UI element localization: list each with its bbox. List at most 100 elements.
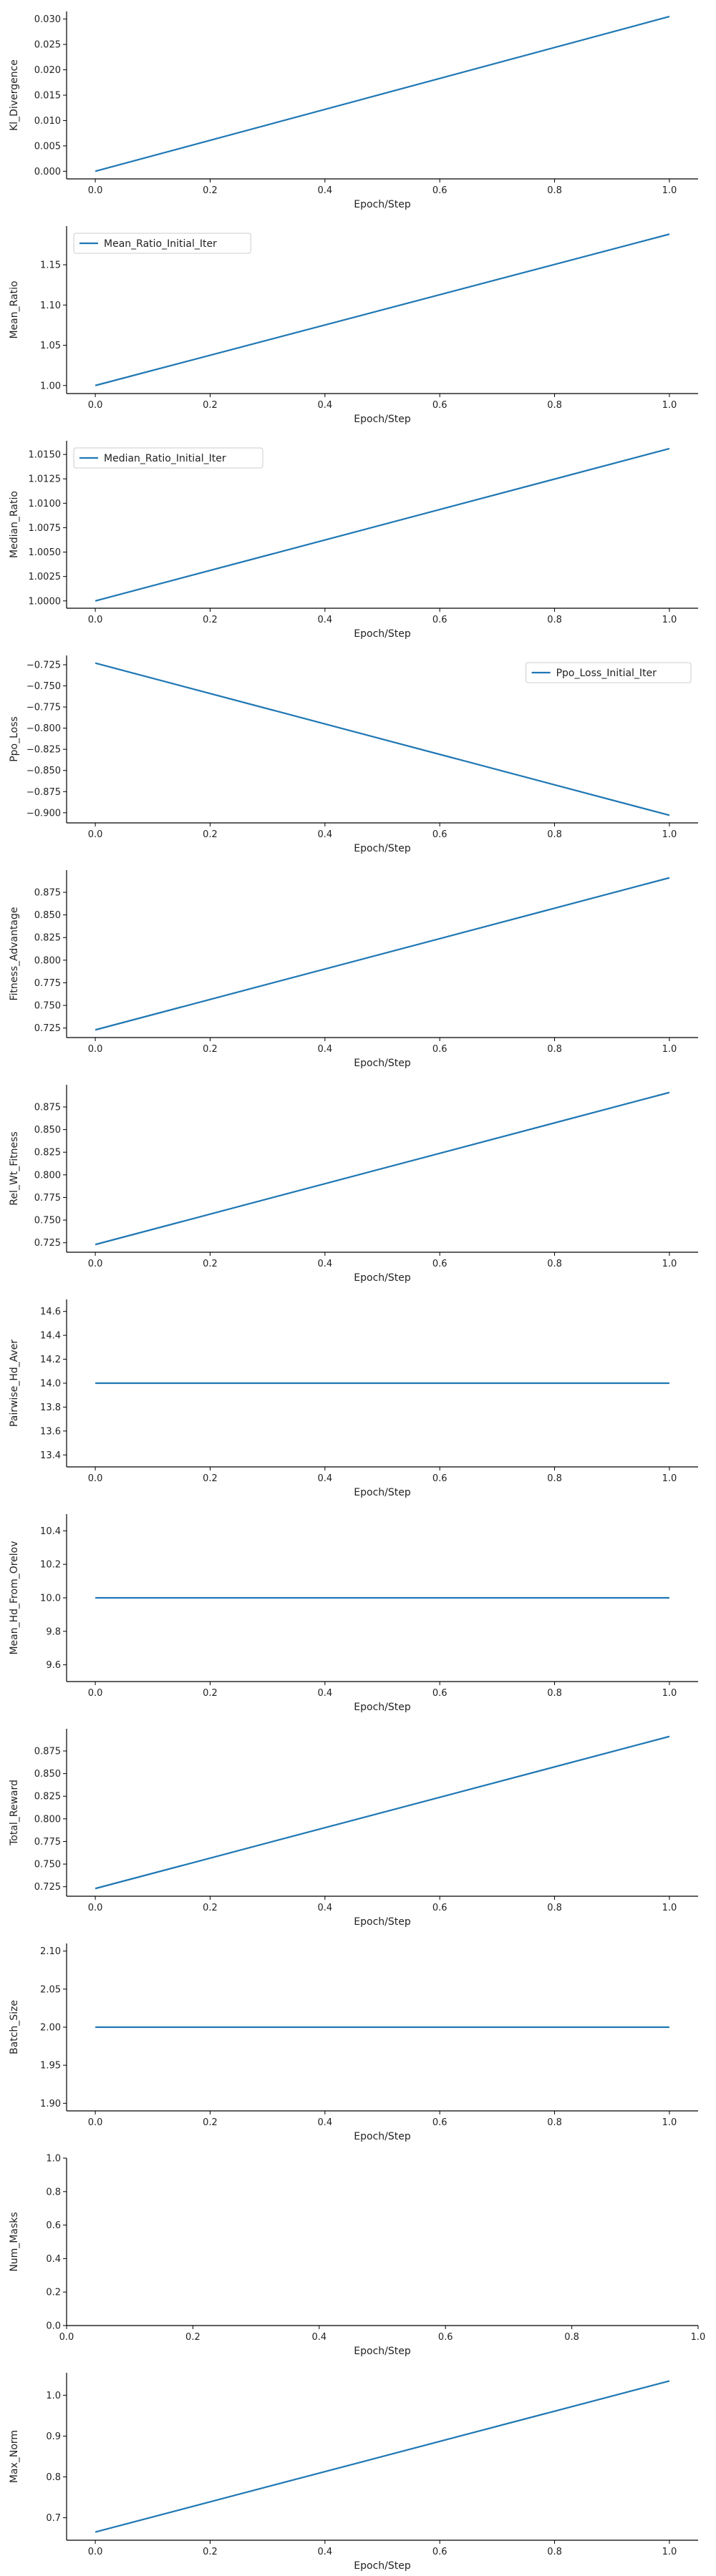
x-axis-label: Epoch/Step <box>354 1916 411 1928</box>
x-tick-label: 0.4 <box>317 2547 332 2557</box>
y-tick-label: 0.800 <box>34 1814 61 1825</box>
y-tick-label: −0.900 <box>26 808 61 819</box>
x-tick-label: 0.2 <box>203 1473 218 1484</box>
x-tick-label: 0.6 <box>432 1473 448 1484</box>
y-tick-label: 0.800 <box>34 1170 61 1181</box>
legend-box <box>73 233 251 254</box>
series-line <box>95 662 670 816</box>
legend-label: Ppo_Loss_Initial_Iter <box>556 668 657 679</box>
y-tick-label: −0.825 <box>26 745 61 756</box>
y-tick-label: 0.030 <box>34 14 61 25</box>
x-tick-label: 0.6 <box>432 185 448 196</box>
x-axis-label: Epoch/Step <box>354 414 411 425</box>
y-axis-label: Batch_Size <box>9 2000 20 2054</box>
x-tick-label: 1.0 <box>662 1903 677 1913</box>
chart-panel: 0.0 0.2 0.4 0.6 0.8 1.0 9.6 9.8 10.0 10.2 10.4 Epoc… <box>9 1514 698 1713</box>
x-tick-label: 1.0 <box>662 2117 677 2128</box>
y-tick-label: −0.725 <box>26 660 61 671</box>
legend: Median_Ratio_Initial_Iter <box>73 447 263 469</box>
x-tick-label: 0.4 <box>317 400 332 411</box>
chart-panel: 0.0 0.2 0.4 0.6 0.8 1.0 0.7 0.8 0.9 1.0 Epoch/Step… <box>9 2373 698 2572</box>
chart-panel: 0.0 0.2 0.4 0.6 0.8 1.0 1.00 1.05 1.10 1.15 Epoch/… <box>9 226 698 425</box>
x-tick-label: 0.0 <box>88 2547 103 2557</box>
x-tick-label: 0.0 <box>88 615 103 625</box>
x-tick-label: 0.8 <box>547 1688 562 1699</box>
x-tick-label: 0.2 <box>203 185 218 196</box>
x-axis-label: Epoch/Step <box>354 2346 411 2357</box>
y-tick-label: 2.10 <box>40 1946 61 1957</box>
series-line <box>95 1091 670 1246</box>
x-tick-label: 0.6 <box>432 1903 448 1913</box>
y-tick-label: 0.775 <box>34 1193 61 1204</box>
chart-panel: 0.0 0.2 0.4 0.6 0.8 1.0 0.725 0.750 0.775 0.800 0.… <box>9 1729 698 1928</box>
y-axis-label: Rel_Wt_Fitness <box>9 1131 20 1205</box>
y-tick-label: 0.825 <box>34 933 61 944</box>
y-tick-label: 0.850 <box>34 1769 61 1780</box>
x-tick-label: 0.2 <box>203 1903 218 1913</box>
x-tick-label: 0.4 <box>311 2332 326 2343</box>
series-line <box>95 1735 670 1890</box>
x-tick-label: 0.8 <box>547 1473 562 1484</box>
y-tick-label: 0.775 <box>34 1837 61 1848</box>
y-tick-label: −0.850 <box>26 766 61 776</box>
y-tick-label: 0.825 <box>34 1792 61 1802</box>
y-tick-label: 1.0050 <box>29 547 62 558</box>
y-axis-label: Ppo_Loss <box>9 716 20 762</box>
x-tick-label: 0.6 <box>432 1044 448 1055</box>
x-tick-label: 0.2 <box>203 615 218 625</box>
y-tick-label: 0.010 <box>34 116 61 127</box>
y-tick-label: 0.875 <box>34 1746 61 1757</box>
x-tick-label: 0.0 <box>88 1473 103 1484</box>
y-tick-label: 9.8 <box>46 1626 61 1637</box>
x-tick-label: 0.4 <box>317 615 332 625</box>
y-axis-label: Mean_Ratio <box>9 280 20 338</box>
x-tick-label: 0.0 <box>59 2332 74 2343</box>
y-tick-label: 10.2 <box>40 1560 61 1571</box>
series-line <box>95 16 670 172</box>
x-tick-label: 1.0 <box>662 615 677 625</box>
x-tick-label: 0.0 <box>88 2117 103 2128</box>
x-tick-label: 0.8 <box>547 2547 562 2557</box>
series-line <box>95 233 670 386</box>
y-tick-label: 0.875 <box>34 1102 61 1113</box>
x-tick-label: 0.2 <box>203 400 218 411</box>
y-tick-label: 1.0000 <box>29 596 62 607</box>
y-axis-label: Max_Norm <box>9 2430 20 2483</box>
x-tick-label: 1.0 <box>662 829 677 840</box>
x-tick-label: 0.8 <box>547 2117 562 2128</box>
x-tick-label: 0.2 <box>203 1259 218 1269</box>
x-tick-label: 0.0 <box>88 1259 103 1269</box>
y-axis-label: Median_Ratio <box>9 491 20 558</box>
y-tick-label: 1.95 <box>40 2061 61 2072</box>
chart-panel: 0.0 0.2 0.4 0.6 0.8 1.0 0.0 0.2 0.4 0.6 0.8 1.0 Epoc… <box>9 2154 705 2358</box>
x-tick-label: 0.2 <box>203 2547 218 2557</box>
y-tick-label: 13.6 <box>40 1426 61 1437</box>
x-tick-label: 0.0 <box>88 1688 103 1699</box>
y-tick-label: 0.015 <box>34 91 61 102</box>
y-tick-label: 0.005 <box>34 141 61 152</box>
y-tick-label: 1.00 <box>40 381 61 391</box>
x-tick-label: 1.0 <box>662 1473 677 1484</box>
x-tick-label: 0.0 <box>88 185 103 196</box>
y-tick-label: 14.6 <box>40 1307 61 1317</box>
x-axis-label: Epoch/Step <box>354 199 411 210</box>
y-tick-label: 0.775 <box>34 978 61 989</box>
y-tick-label: 10.4 <box>40 1526 61 1537</box>
x-axis-label: Epoch/Step <box>354 1272 411 1284</box>
x-tick-label: 0.6 <box>432 2117 448 2128</box>
x-tick-label: 0.6 <box>432 2547 448 2557</box>
y-tick-label: 10.0 <box>40 1594 61 1604</box>
y-tick-label: −0.800 <box>26 723 61 734</box>
y-tick-label: 0.875 <box>34 887 61 898</box>
y-tick-label: 1.0125 <box>29 474 62 485</box>
x-tick-label: 0.8 <box>547 185 562 196</box>
y-tick-label: 1.15 <box>40 260 61 271</box>
y-tick-label: 0.8 <box>46 2472 61 2483</box>
y-tick-label: 14.2 <box>40 1355 61 1365</box>
y-tick-label: 9.6 <box>46 1660 61 1671</box>
chart-panel: 0.0 0.2 0.4 0.6 0.8 1.0 −0.725 −0.750 −0.775 −0.8… <box>9 655 698 854</box>
y-tick-label: 0.725 <box>34 1238 61 1249</box>
y-tick-label: 1.0025 <box>29 572 62 582</box>
x-tick-label: 0.0 <box>88 829 103 840</box>
